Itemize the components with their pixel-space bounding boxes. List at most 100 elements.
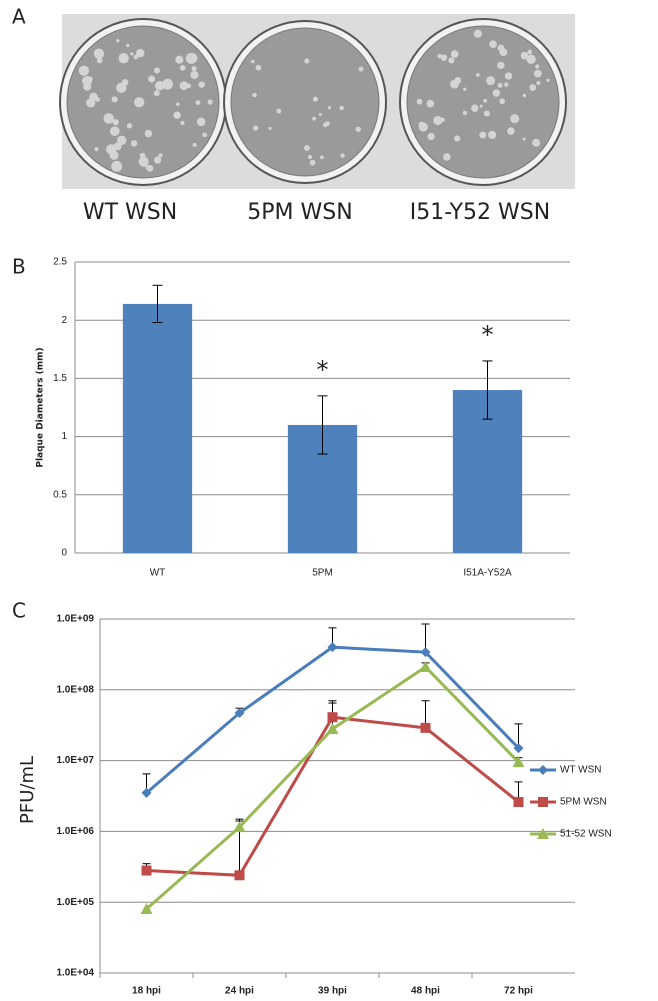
plaque [118,53,129,64]
plaque [504,72,513,80]
plaque [136,48,145,58]
plaque [479,104,483,108]
plaque [125,43,130,48]
legend-label: 5PM WSN [560,797,607,808]
y-tick-label: 2 [61,315,67,326]
plaque [93,48,105,59]
x-tick-label: 48 hpi [411,986,440,997]
marker [420,647,431,658]
plaque [185,52,197,64]
plaque [112,119,119,126]
plaque [440,54,448,61]
caption: I51-Y52 WSN [410,200,550,225]
plaque [133,54,139,60]
y-axis-label: PFU/mL [17,756,38,824]
plaque [255,64,262,71]
plaque [510,114,520,124]
plaque [504,82,509,87]
plaque [526,54,536,64]
plaque [154,80,165,91]
marker [234,870,245,881]
plaque [162,78,173,90]
plaque [304,58,310,64]
marker [513,743,524,754]
plaque [176,102,180,107]
plaque [276,108,282,114]
marker [140,903,153,915]
plaque [111,160,123,172]
plaque [529,84,537,91]
plaque [103,113,115,124]
marker [538,797,548,807]
plaque [463,87,467,91]
plaque [426,99,435,108]
annotation: * [482,321,494,349]
plaque [546,78,550,82]
plaque [145,165,151,170]
error-bar [482,360,493,420]
plaque [250,59,255,64]
annotation: * [317,356,329,384]
plaque [479,131,487,139]
marker [513,797,524,808]
y-tick-label: 1.0E+08 [56,684,94,695]
plaque [433,115,443,126]
plaque [111,96,118,103]
plaque [533,69,542,78]
plaque [443,153,451,161]
plaque [471,104,479,112]
dish [406,25,560,179]
plaque [117,135,127,145]
plaque [154,156,162,164]
plaque [180,120,185,126]
marker [327,712,338,723]
plaque [312,116,316,121]
plaque [355,126,361,132]
plaque [252,92,257,98]
y-tick-label: 1.0E+04 [56,968,94,979]
plaque [116,82,127,93]
legend-label: 51-52 WSN [560,829,612,840]
marker [327,642,338,653]
y-tick-label: 1.0E+05 [56,897,94,908]
error-bar [152,284,163,324]
plaque [198,81,205,88]
plaque [154,67,161,74]
plaque [78,65,90,76]
y-tick-label: 0 [61,548,67,559]
plaque [358,66,364,72]
plaque [196,117,206,127]
plaque [179,64,186,71]
plaque [148,75,156,83]
plaque [96,57,103,64]
panel-label: A [12,5,26,29]
plaque-photo [59,14,575,189]
plaque [179,81,189,90]
plaque [339,105,344,111]
series-line [146,715,520,877]
plaque [138,156,149,167]
plaque [327,106,332,110]
plaque [318,112,322,116]
plaque [307,154,313,160]
plaque [520,51,529,60]
marker [512,756,525,768]
plaque [527,49,533,55]
plaque [173,111,181,119]
plaque [325,121,330,126]
legend-label: WT WSN [560,765,601,776]
plaque [312,96,319,102]
plaque [437,53,442,59]
plaque [450,50,459,58]
plaque [416,98,423,105]
plaque [507,127,515,135]
plaque [536,80,541,86]
plaque [304,145,310,151]
y-axis-label: Plaque Diameters (mm) [36,347,46,467]
x-tick-label: 72 hpi [504,986,533,997]
x-tick-label: 24 hpi [225,986,254,997]
plaque [202,132,208,138]
plaque [489,40,497,49]
y-tick-label: 0.5 [53,489,67,500]
